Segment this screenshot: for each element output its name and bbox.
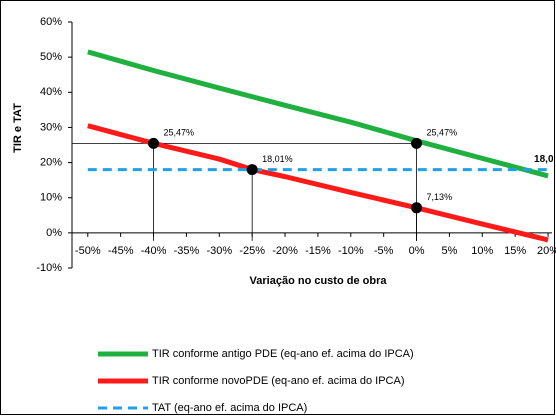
x-tick-label: 15%	[504, 245, 526, 257]
annotation-label: 18,01%	[534, 154, 556, 165]
x-tick-label: -50%	[75, 245, 101, 257]
series-line	[87, 123, 549, 243]
x-tick-label: 20%	[537, 245, 556, 257]
y-tick-label: 20%	[40, 156, 62, 168]
point-marker	[411, 137, 423, 149]
annotation-label: 25,47%	[427, 128, 458, 138]
y-tick-label: 30%	[40, 121, 62, 133]
legend-label: TIR conforme antigo PDE (eq-ano ef. acim…	[152, 348, 414, 360]
x-tick-label: 10%	[471, 245, 493, 257]
point-marker	[411, 202, 423, 214]
y-tick-label: 0%	[46, 227, 62, 239]
annotation-label: 25,47%	[164, 128, 195, 138]
x-tick-label: -10%	[338, 245, 364, 257]
point-marker	[246, 164, 258, 176]
x-tick-label: -5%	[374, 245, 394, 257]
x-tick-label: -40%	[141, 245, 167, 257]
legend-label: TIR conforme novoPDE (eq-ano ef. acima d…	[152, 375, 405, 387]
legend-label: TAT (eq-ano ef. acima do IPCA)	[152, 402, 307, 414]
series-line	[87, 49, 549, 179]
x-tick-label: -45%	[108, 245, 134, 257]
x-tick-label: 5%	[441, 245, 457, 257]
y-tick-label: -10%	[36, 262, 62, 274]
point-marker	[148, 137, 160, 149]
y-tick-label: 40%	[40, 86, 62, 98]
x-tick-label: -30%	[206, 245, 232, 257]
annotation-label: 18,01%	[262, 154, 293, 164]
x-tick-label: -20%	[272, 245, 298, 257]
x-tick-label: 0%	[409, 245, 425, 257]
x-axis-title: Variação no custo de obra	[250, 275, 388, 287]
y-tick-label: 10%	[40, 192, 62, 204]
y-tick-label: 60%	[40, 16, 62, 28]
y-tick-label: 50%	[40, 51, 62, 63]
y-axis-title: TIR e TAT	[12, 103, 24, 153]
x-tick-label: -15%	[305, 245, 331, 257]
x-tick-label: -35%	[174, 245, 200, 257]
x-tick-label: -25%	[239, 245, 265, 257]
annotation-label: 7,13%	[427, 192, 453, 202]
